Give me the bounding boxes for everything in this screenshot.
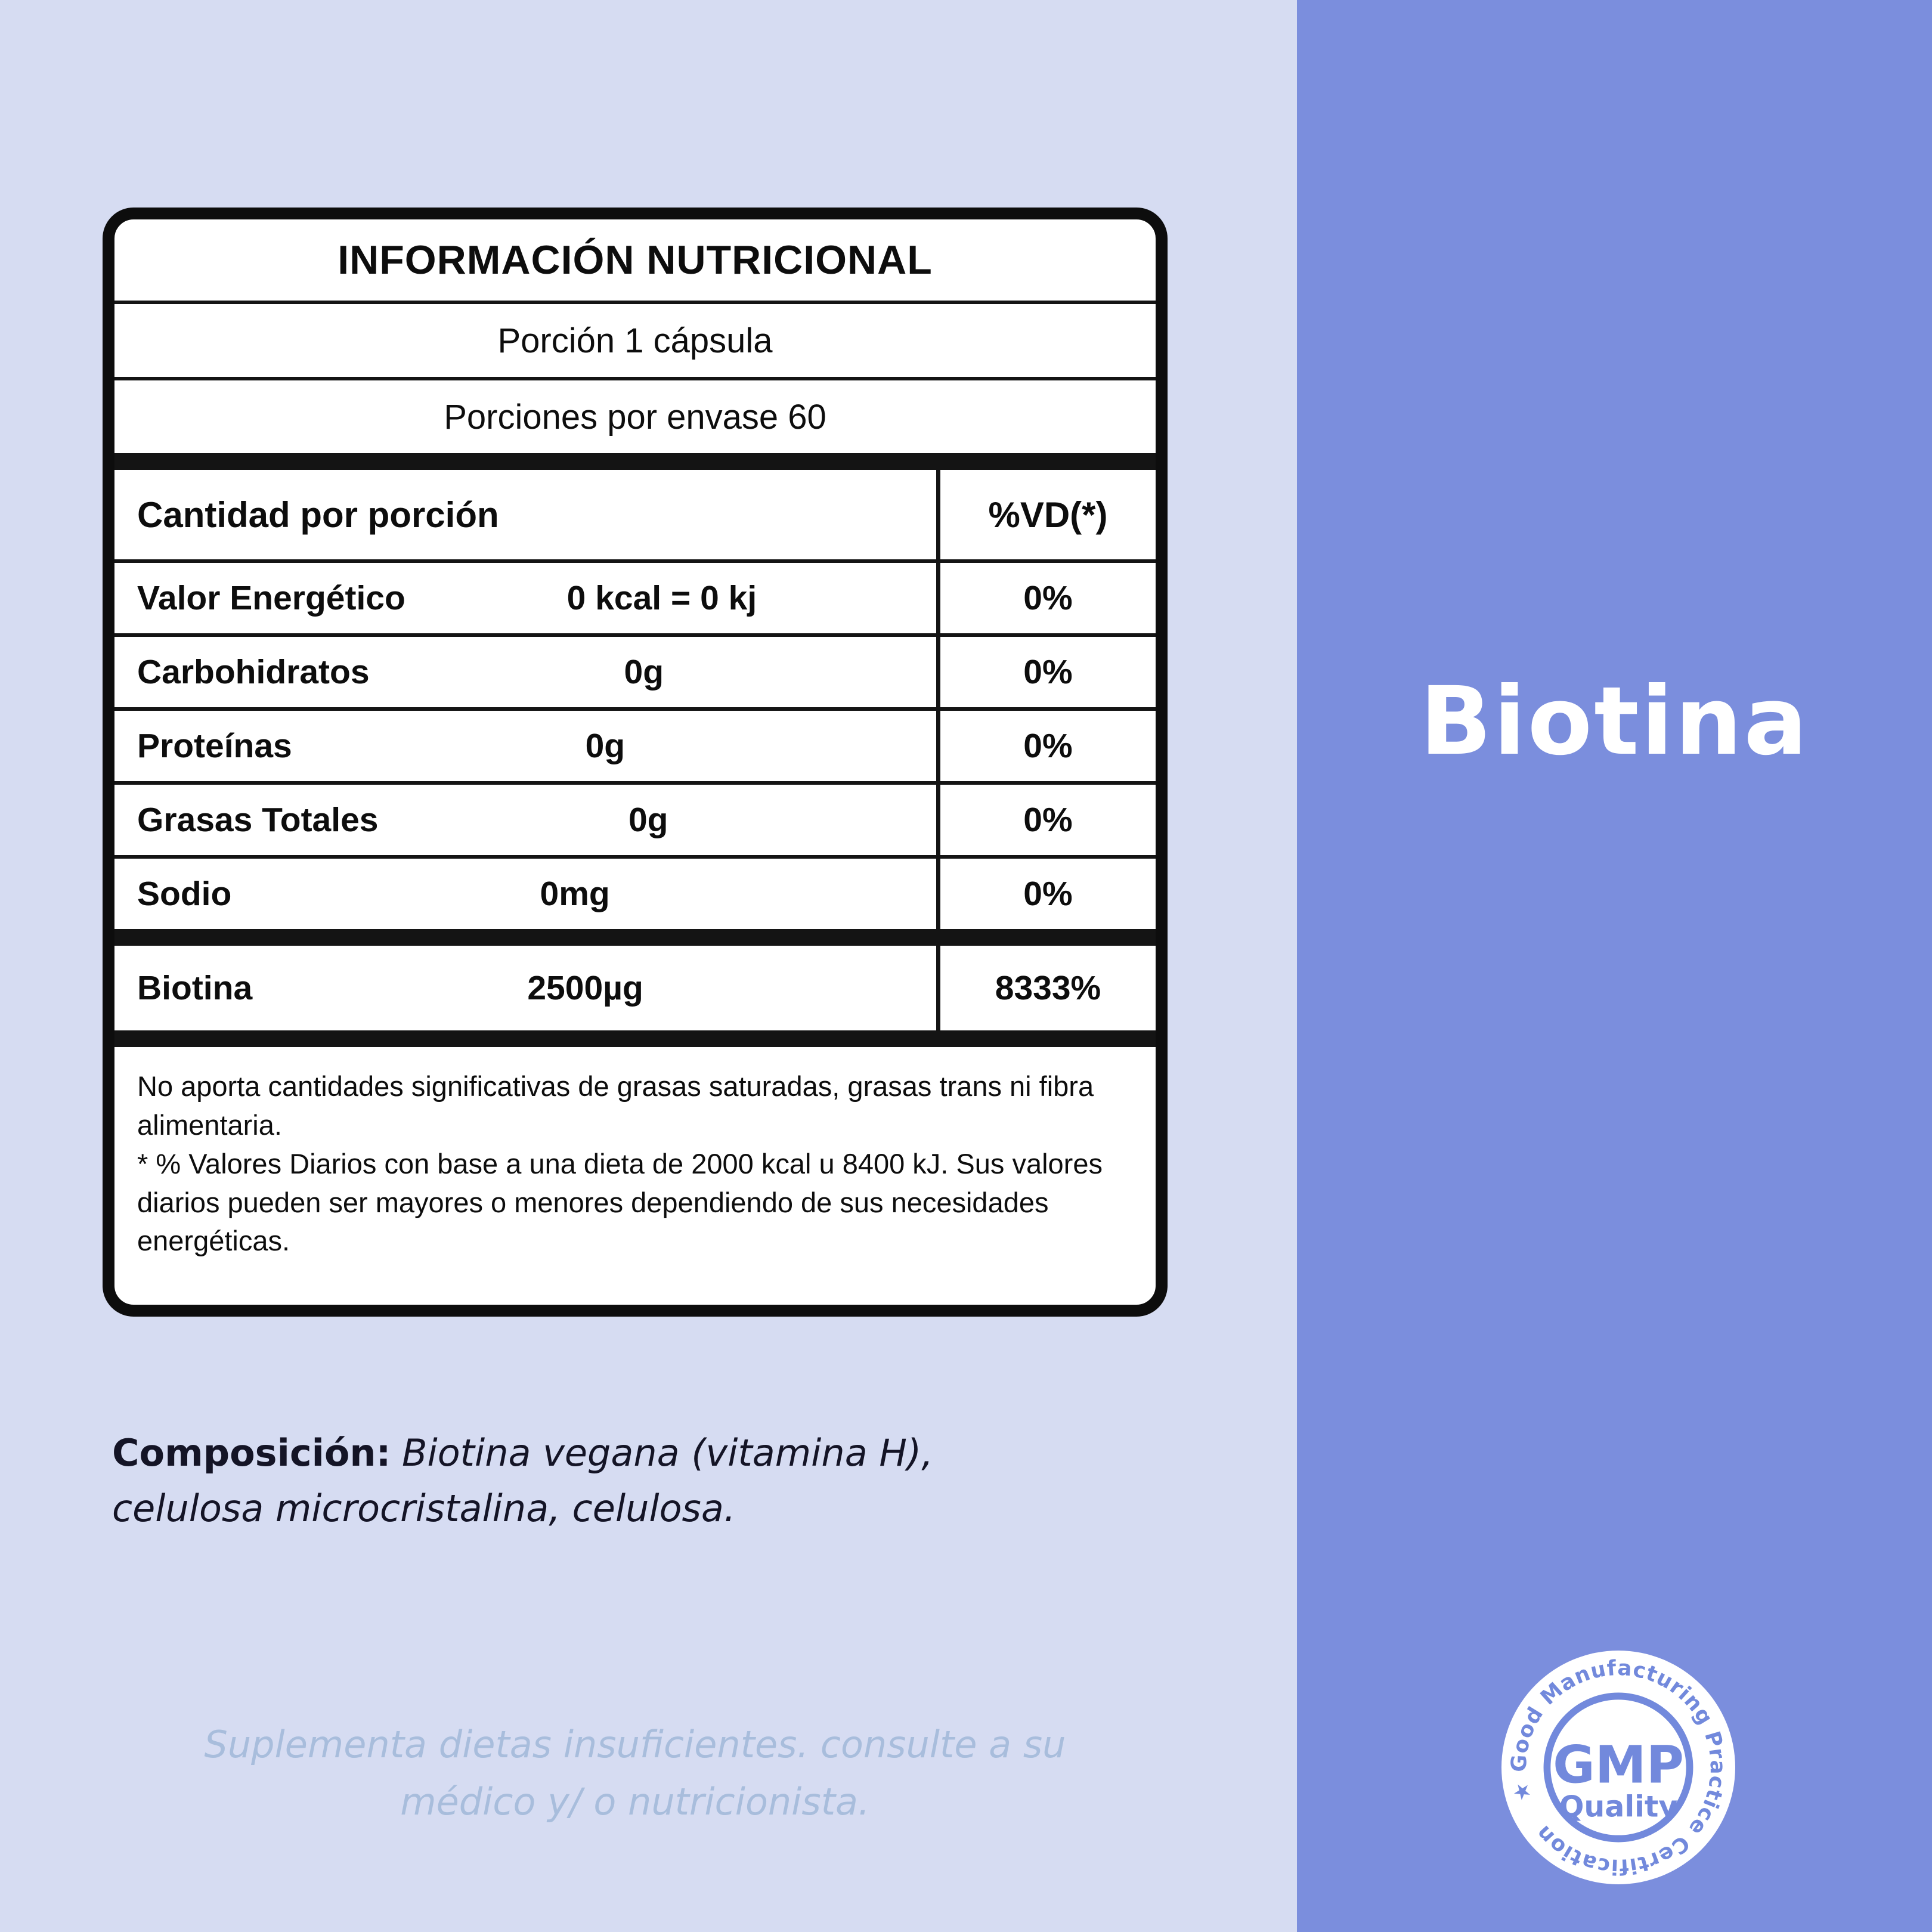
nutrient-label: Valor Energético: [137, 579, 405, 617]
gmp-acronym: GMP: [1553, 1735, 1684, 1795]
biotin-label: Biotina: [137, 969, 253, 1007]
biotin-dv: 8333%: [936, 946, 1156, 1030]
biotin-row: Biotina 2500µg 8333%: [114, 929, 1156, 1047]
nutrient-dv-value: 0%: [1023, 801, 1073, 839]
amount-header-label: Cantidad por porción: [137, 494, 499, 535]
servings-per-container-row: Porciones por envase 60: [114, 380, 1156, 470]
nutrient-dv-value: 0%: [1023, 875, 1073, 913]
nutrient-dv-value: 0%: [1023, 653, 1073, 691]
biotin-value: 2500µg: [527, 969, 643, 1007]
nutrient-cell: Valor Energético 0 kcal = 0 kj: [114, 578, 936, 618]
composition-label: Composición:: [112, 1431, 391, 1475]
nutrient-dv: 0%: [936, 637, 1156, 707]
composition-ingredients: Biotina vegana (vitamina H), celulosa mi…: [112, 1431, 933, 1530]
servings-per-container-text: Porciones por envase 60: [444, 397, 826, 436]
table-header-row: Cantidad por porción %VD(*): [114, 470, 1156, 563]
nutrient-dv: 0%: [936, 859, 1156, 929]
gmp-quality-label: Quality: [1559, 1789, 1678, 1823]
table-footnote: No aporta cantidades significativas de g…: [114, 1047, 1156, 1305]
product-title: Biotina: [1420, 667, 1809, 776]
nutrient-value: 0g: [628, 801, 668, 839]
nutrient-value: 0g: [624, 653, 664, 691]
serving-size-text: Porción 1 cápsula: [497, 321, 773, 360]
composition-text: Composición: Biotina vegana (vitamina H),…: [112, 1425, 1078, 1536]
nutrient-label: Grasas Totales: [137, 801, 379, 839]
gmp-badge: ★ Good Manufacturing Practice Certificat…: [1501, 1651, 1735, 1884]
nutrient-row: Valor Energético 0 kcal = 0 kj 0%: [114, 563, 1156, 637]
nutrient-value: 0g: [585, 727, 626, 765]
nutrient-dv: 0%: [936, 563, 1156, 633]
footnote-significant-amounts: No aporta cantidades significativas de g…: [137, 1070, 1094, 1141]
dv-header-label: %VD(*): [988, 494, 1108, 535]
nutrient-cell: Carbohidratos 0g: [114, 652, 936, 692]
nutrient-row: Sodio 0mg 0%: [114, 859, 1156, 929]
nutrient-row: Carbohidratos 0g 0%: [114, 637, 1156, 711]
serving-size-row: Porción 1 cápsula: [114, 304, 1156, 380]
dv-header-cell: %VD(*): [936, 470, 1156, 559]
nutrient-dv: 0%: [936, 711, 1156, 781]
right-color-panel: [1297, 0, 1932, 1932]
nutrient-row: Proteínas 0g 0%: [114, 711, 1156, 785]
nutrient-cell: Proteínas 0g: [114, 726, 936, 766]
nutrient-dv: 0%: [936, 785, 1156, 855]
gmp-inner-ring: [1543, 1692, 1693, 1843]
biotin-cell: Biotina 2500µg: [114, 968, 936, 1008]
table-title: INFORMACIÓN NUTRICIONAL: [338, 237, 933, 283]
biotin-dv-value: 8333%: [995, 969, 1101, 1007]
footnote-daily-values: * % Valores Diarios con base a una dieta…: [137, 1147, 1103, 1257]
nutrient-cell: Grasas Totales 0g: [114, 800, 936, 840]
nutrient-label: Carbohidratos: [137, 653, 370, 691]
nutrient-dv-value: 0%: [1023, 579, 1073, 617]
nutrient-value: 0 kcal = 0 kj: [566, 579, 757, 617]
amount-header-cell: Cantidad por porción: [114, 494, 936, 535]
nutrient-dv-value: 0%: [1023, 727, 1073, 765]
nutrition-facts-table: INFORMACIÓN NUTRICIONAL Porción 1 cápsul…: [103, 208, 1168, 1317]
nutrient-value: 0mg: [540, 875, 610, 913]
nutrient-cell: Sodio 0mg: [114, 874, 936, 914]
nutrient-label: Proteínas: [137, 727, 292, 765]
table-title-row: INFORMACIÓN NUTRICIONAL: [114, 219, 1156, 304]
disclaimer-text: Suplementa dietas insuficientes. consult…: [204, 1723, 1066, 1824]
nutrient-label: Sodio: [137, 875, 232, 913]
nutrient-row: Grasas Totales 0g 0%: [114, 785, 1156, 859]
